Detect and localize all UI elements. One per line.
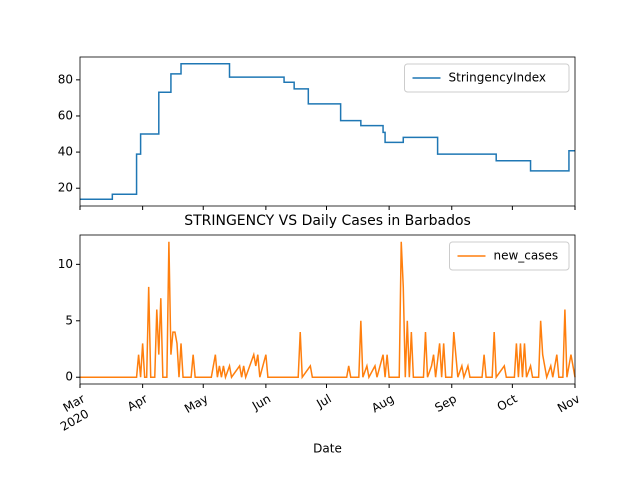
series-line — [80, 63, 575, 200]
x-tick-label: Apr — [125, 391, 150, 414]
x-tick-group: Sep — [432, 392, 459, 415]
x-tick-label: Oct — [495, 391, 520, 414]
y-tick-label: 40 — [58, 145, 73, 159]
x-tick-label: Jul — [313, 392, 333, 412]
y-tick-label: 5 — [65, 313, 73, 327]
y-tick-label: 0 — [65, 370, 73, 384]
legend-label: StringencyIndex — [449, 71, 547, 85]
y-tick-label: 80 — [58, 72, 73, 86]
legend-box — [449, 241, 570, 271]
y-tick-label: 20 — [58, 181, 73, 195]
y-tick-label: 60 — [58, 108, 73, 122]
x-tick-group: Apr — [125, 391, 150, 414]
x-tick-label: May — [182, 392, 210, 417]
legend-box — [404, 63, 570, 93]
x-tick-group: Jun — [249, 392, 273, 414]
x-tick-label: Aug — [369, 392, 396, 416]
x-tick-group: Jul — [313, 392, 333, 412]
x-tick-group: Aug — [369, 392, 396, 416]
axes-frame — [79, 234, 576, 385]
x-tick-label: Jun — [249, 392, 273, 414]
x-axis-label: Date — [313, 442, 342, 456]
x-tick-group: Nov — [555, 392, 582, 416]
legend-label: new_cases — [494, 249, 559, 263]
chart-title: STRINGENCY VS Daily Cases in Barbados — [184, 213, 471, 229]
x-tick-group: May — [182, 392, 210, 417]
y-tick-label: 10 — [58, 257, 73, 271]
x-tick-label: Sep — [432, 392, 459, 415]
axes-frame — [79, 56, 576, 207]
x-tick-group: Oct — [495, 391, 520, 414]
series-line — [80, 241, 576, 381]
x-tick-label: Nov — [555, 392, 582, 416]
